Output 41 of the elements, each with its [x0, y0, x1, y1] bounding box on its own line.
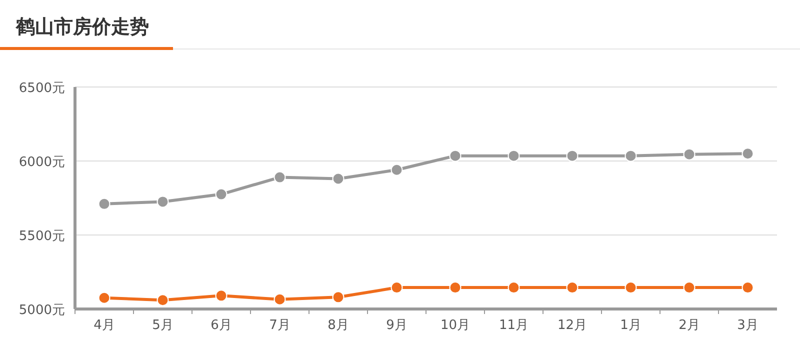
point	[332, 291, 344, 304]
y-tick-label: 6500元	[18, 81, 65, 96]
x-tick-label: 11月	[498, 318, 529, 333]
point	[332, 172, 344, 185]
point	[449, 150, 462, 162]
x-tick-label: 12月	[557, 318, 588, 333]
x-tick-label: 10月	[440, 318, 470, 333]
y-tick-label: 5000元	[18, 303, 65, 318]
point	[566, 150, 578, 162]
point	[683, 282, 696, 294]
point	[508, 282, 520, 294]
point	[624, 150, 637, 162]
point	[98, 198, 110, 210]
point	[156, 196, 169, 208]
x-tick-label: 9月	[386, 318, 408, 333]
point	[215, 290, 228, 302]
x-tick-label: 5月	[152, 318, 174, 333]
point	[566, 282, 578, 294]
point	[98, 292, 110, 304]
point	[683, 148, 696, 160]
chart-title: 鹤山市房价走势	[15, 16, 149, 38]
point	[274, 293, 286, 306]
x-tick-label: 6月	[210, 318, 232, 333]
x-tick-label: 7月	[269, 318, 290, 333]
y-tick-label: 6000元	[18, 155, 65, 170]
point	[449, 282, 462, 294]
point	[742, 148, 754, 160]
point	[215, 188, 228, 200]
point	[390, 164, 403, 176]
point	[624, 282, 637, 294]
x-tick-label: 4月	[94, 318, 115, 333]
x-tick-label: 8月	[328, 318, 349, 333]
point	[508, 150, 520, 162]
point	[274, 171, 286, 184]
point	[742, 282, 754, 294]
y-tick-label: 5500元	[18, 229, 65, 244]
point	[156, 294, 169, 306]
x-tick-label: 3月	[737, 318, 758, 333]
x-tick-label: 1月	[620, 318, 642, 333]
x-tick-label: 2月	[678, 318, 700, 333]
point	[390, 282, 403, 294]
